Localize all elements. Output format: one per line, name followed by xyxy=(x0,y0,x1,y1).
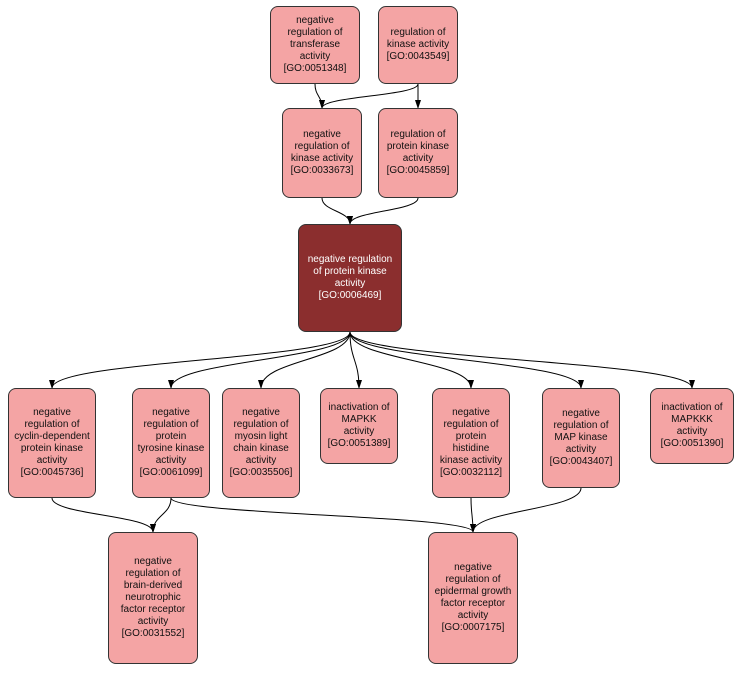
node-b2: negative regulation of protein tyrosine … xyxy=(132,388,210,498)
edge-c-b6 xyxy=(350,332,581,388)
edge-b1-g1 xyxy=(52,498,153,532)
edge-c-b1 xyxy=(52,332,350,388)
edge-n3-c xyxy=(322,198,350,224)
node-b3: negative regulation of myosin light chai… xyxy=(222,388,300,498)
node-g1: negative regulation of brain-derived neu… xyxy=(108,532,198,664)
edge-n4-c xyxy=(350,198,418,224)
node-b5: negative regulation of protein histidine… xyxy=(432,388,510,498)
edge-c-b3 xyxy=(261,332,350,388)
edge-n2-n3 xyxy=(322,84,418,108)
node-c: negative regulation of protein kinase ac… xyxy=(298,224,402,332)
edge-c-b5 xyxy=(350,332,471,388)
node-b6: negative regulation of MAP kinase activi… xyxy=(542,388,620,488)
node-b4: inactivation of MAPKK activity [GO:00513… xyxy=(320,388,398,464)
edge-b5-g2 xyxy=(471,498,473,532)
edge-b2-g1 xyxy=(153,498,171,532)
edge-c-b4 xyxy=(350,332,359,388)
edge-c-b2 xyxy=(171,332,350,388)
node-n1: negative regulation of transferase activ… xyxy=(270,6,360,84)
edge-n1-n3 xyxy=(315,84,322,108)
node-b7: inactivation of MAPKKK activity [GO:0051… xyxy=(650,388,734,464)
edge-c-b7 xyxy=(350,332,692,388)
node-n4: regulation of protein kinase activity [G… xyxy=(378,108,458,198)
edge-b2-g2 xyxy=(171,498,473,532)
node-g2: negative regulation of epidermal growth … xyxy=(428,532,518,664)
node-n2: regulation of kinase activity [GO:004354… xyxy=(378,6,458,84)
node-b1: negative regulation of cyclin-dependent … xyxy=(8,388,96,498)
node-n3: negative regulation of kinase activity [… xyxy=(282,108,362,198)
